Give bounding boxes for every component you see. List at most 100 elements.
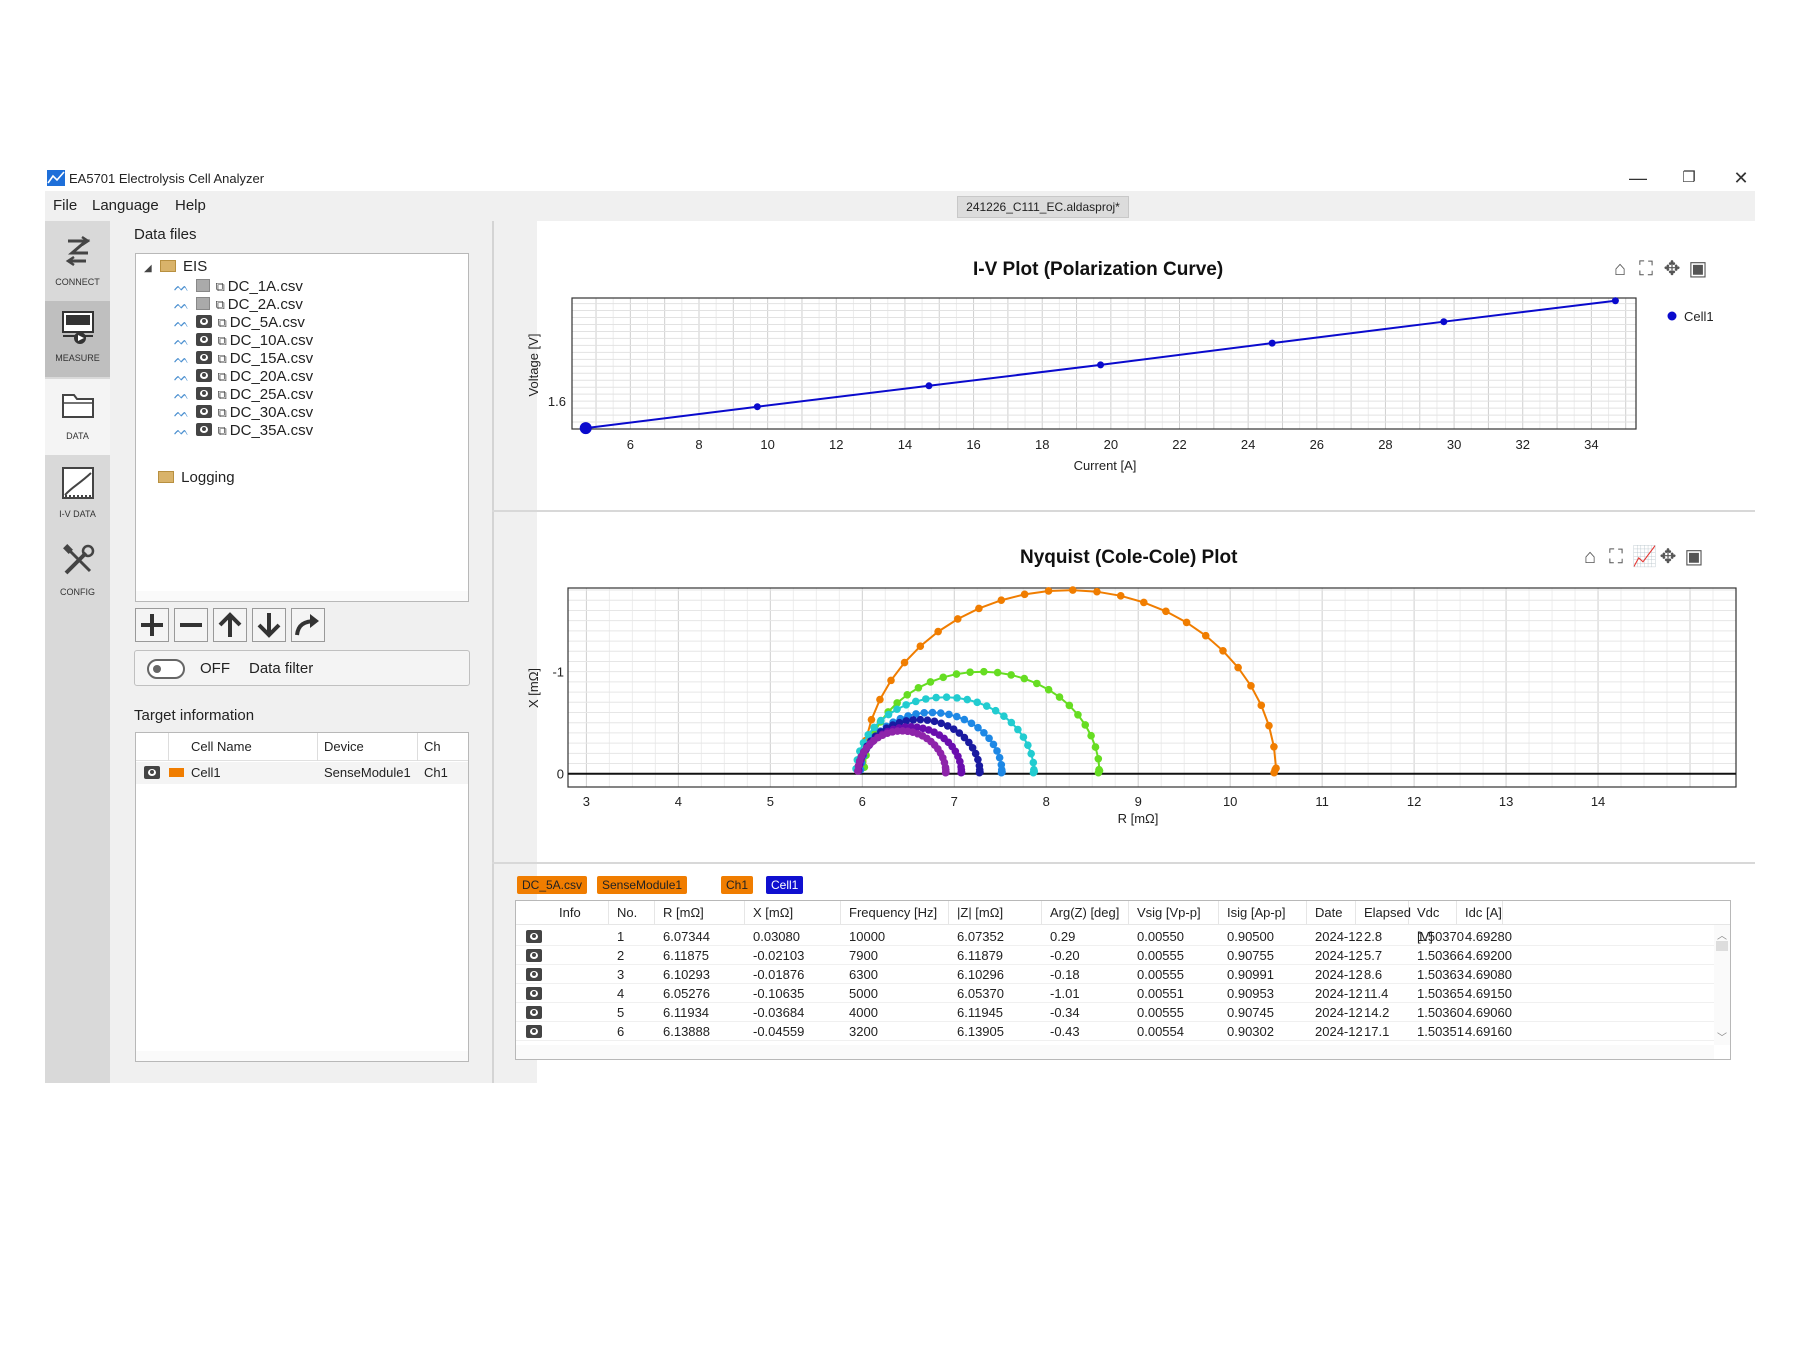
table-column-header[interactable]: Date [1307,901,1356,925]
table-vertical-scrollbar[interactable]: ︿ ﹀ [1714,925,1730,1045]
home-icon[interactable]: ⌂ [1583,546,1603,568]
sidebar-iv-data[interactable]: I-V DATA [45,457,110,533]
chart-mode-icon[interactable]: 📈 [1632,546,1663,568]
open-file-icon[interactable]: ⧉ [215,297,225,312]
tree-logging[interactable]: Logging [158,469,235,489]
sidebar-connect[interactable]: CONNECT [45,225,110,301]
fullscreen-icon[interactable]: ⛶ [1639,258,1659,280]
table-column-header[interactable]: Info [551,901,609,925]
home-icon[interactable]: ⌂ [1613,258,1633,280]
table-column-header[interactable]: Isig [Ap-p] [1219,901,1307,925]
tree-root-eis[interactable]: ◢ EIS [144,258,207,278]
scroll-down-icon[interactable]: ﹀ [1717,1033,1727,1044]
visibility-eye-icon[interactable] [195,351,212,364]
target-scrollbar[interactable] [136,1051,468,1061]
filter-tag[interactable]: SenseModule1 [597,876,688,894]
sidebar-data[interactable]: DATA [45,379,110,455]
table-row[interactable]: 1 6.07344 0.03080 10000 6.07352 0.29 0.00550 0.… [516,927,1714,946]
pan-icon[interactable]: ✥ [1663,258,1687,280]
table-row[interactable]: 5 6.11934 -0.03684 4000 6.11945 -0.34 0.00555 0… [516,1003,1714,1022]
sidebar-config[interactable]: CONFIG [45,535,110,611]
table-column-header[interactable]: Vsig [Vp-p] [1129,901,1219,925]
file-item[interactable]: ᨓ ⧉ DC_5A.csv [174,314,305,334]
row-visibility-eye-icon[interactable] [526,930,542,943]
table-column-header[interactable]: Arg(Z) [deg] [1042,901,1129,925]
table-row[interactable]: 3 6.10293 -0.01876 6300 6.10296 -0.18 0.00555 0… [516,965,1714,984]
camera-icon[interactable]: ▣ [1688,258,1714,280]
table-row[interactable]: 4 6.05276 -0.10635 5000 6.05370 -1.01 0.00551 0… [516,984,1714,1003]
table-column-header[interactable]: R [mΩ] [655,901,745,925]
menu-file[interactable]: File [53,197,78,214]
filter-tag[interactable]: DC_5A.csv [517,876,588,894]
scroll-up-icon[interactable]: ︿ [1717,931,1727,942]
collapse-arrow-icon[interactable]: ◢ [144,263,152,274]
table-column-header[interactable]: Idc [A] [1457,901,1503,925]
row-visibility-eye-icon[interactable] [526,1025,542,1038]
row-visibility-eye-icon[interactable] [526,987,542,1000]
fullscreen-icon[interactable]: ⛶ [1609,546,1629,568]
remove-file-button[interactable] [174,608,208,642]
visibility-eye-icon[interactable] [195,387,212,400]
menu-help[interactable]: Help [175,197,206,214]
project-tab[interactable]: 241226_C111_EC.aldasproj* [957,196,1129,218]
file-item[interactable]: ᨓ ⧉ DC_30A.csv [174,404,313,424]
visibility-eye-icon[interactable] [195,405,212,418]
file-item[interactable]: ᨓ ⧉ DC_15A.csv [174,350,313,370]
move-up-button[interactable] [213,608,247,642]
open-file-icon[interactable]: ⧉ [217,333,227,348]
hidden-box-icon[interactable] [195,279,210,292]
data-filter-toggle[interactable] [147,659,185,679]
table-column-header[interactable]: No. [609,901,655,925]
filter-tag[interactable]: Ch1 [721,876,754,894]
file-item[interactable]: ᨓ ⧉ DC_10A.csv [174,332,313,352]
table-row[interactable]: 6 6.13888 -0.04559 3200 6.13905 -0.43 0.00554 0… [516,1022,1714,1041]
open-file-icon[interactable]: ⧉ [217,315,227,330]
visibility-eye-icon[interactable] [195,315,212,328]
hidden-box-icon[interactable] [195,297,210,310]
iv-plot[interactable]: 6 8 10 12 14 16 18 20 22 24 26 28 30 32 34 1.6 Current… [520,290,1720,480]
add-file-button[interactable] [135,608,169,642]
open-file-icon[interactable]: ⧉ [217,423,227,438]
file-item[interactable]: ᨓ ⧉ DC_20A.csv [174,368,313,388]
col-ch[interactable]: Ch [424,739,441,754]
close-button[interactable]: ✕ [1733,168,1749,188]
table-column-header[interactable]: Elapsed [1356,901,1411,925]
camera-icon[interactable]: ▣ [1684,546,1710,568]
file-item[interactable]: ᨓ ⧉ DC_25A.csv [174,386,313,406]
table-horizontal-scrollbar[interactable] [516,1045,1714,1059]
file-item[interactable]: ᨓ ⧉ DC_1A.csv [174,278,303,298]
sidebar-measure[interactable]: MEASURE [45,301,110,377]
nyquist-plot[interactable]: 3 4 5 6 7 8 9 10 11 12 13 14 -1 0 R [mΩ] X [mΩ] [520,578,1740,838]
table-column-header[interactable]: |Z| [mΩ] [949,901,1042,925]
filter-tag[interactable]: Cell1 [766,876,804,894]
minimize-button[interactable]: — [1629,168,1647,188]
row-visibility-eye-icon[interactable] [526,949,542,962]
target-row[interactable]: Cell1 SenseModule1 Ch1 [136,762,468,784]
visibility-eye-icon[interactable] [195,333,212,346]
open-file-icon[interactable]: ⧉ [217,405,227,420]
open-file-icon[interactable]: ⧉ [217,387,227,402]
move-down-button[interactable] [252,608,286,642]
file-item[interactable]: ᨓ ⧉ DC_35A.csv [174,422,313,442]
col-cell-name[interactable]: Cell Name [168,733,318,761]
menu-language[interactable]: Language [92,197,159,214]
visibility-eye-icon[interactable] [144,766,160,779]
open-file-icon[interactable]: ⧉ [215,279,225,294]
export-button[interactable] [291,608,325,642]
tree-scrollbar[interactable] [136,591,468,601]
table-column-header[interactable]: X [mΩ] [745,901,841,925]
open-file-icon[interactable]: ⧉ [217,351,227,366]
row-visibility-eye-icon[interactable] [526,968,542,981]
visibility-eye-icon[interactable] [195,423,212,436]
col-device[interactable]: Device [318,733,418,761]
file-item[interactable]: ᨓ ⧉ DC_2A.csv [174,296,303,316]
open-file-icon[interactable]: ⧉ [217,369,227,384]
pan-icon[interactable]: ✥ [1659,546,1683,568]
restore-button[interactable]: ❐ [1682,169,1696,186]
row-visibility-eye-icon[interactable] [526,1006,542,1019]
visibility-eye-icon[interactable] [195,369,212,382]
table-column-header[interactable]: Vdc [V] [1409,901,1457,944]
table-column-header[interactable]: Frequency [Hz] [841,901,949,925]
table-row[interactable]: 2 6.11875 -0.02103 7900 6.11879 -0.20 0.00555 0… [516,946,1714,965]
scroll-thumb[interactable] [1716,941,1728,951]
